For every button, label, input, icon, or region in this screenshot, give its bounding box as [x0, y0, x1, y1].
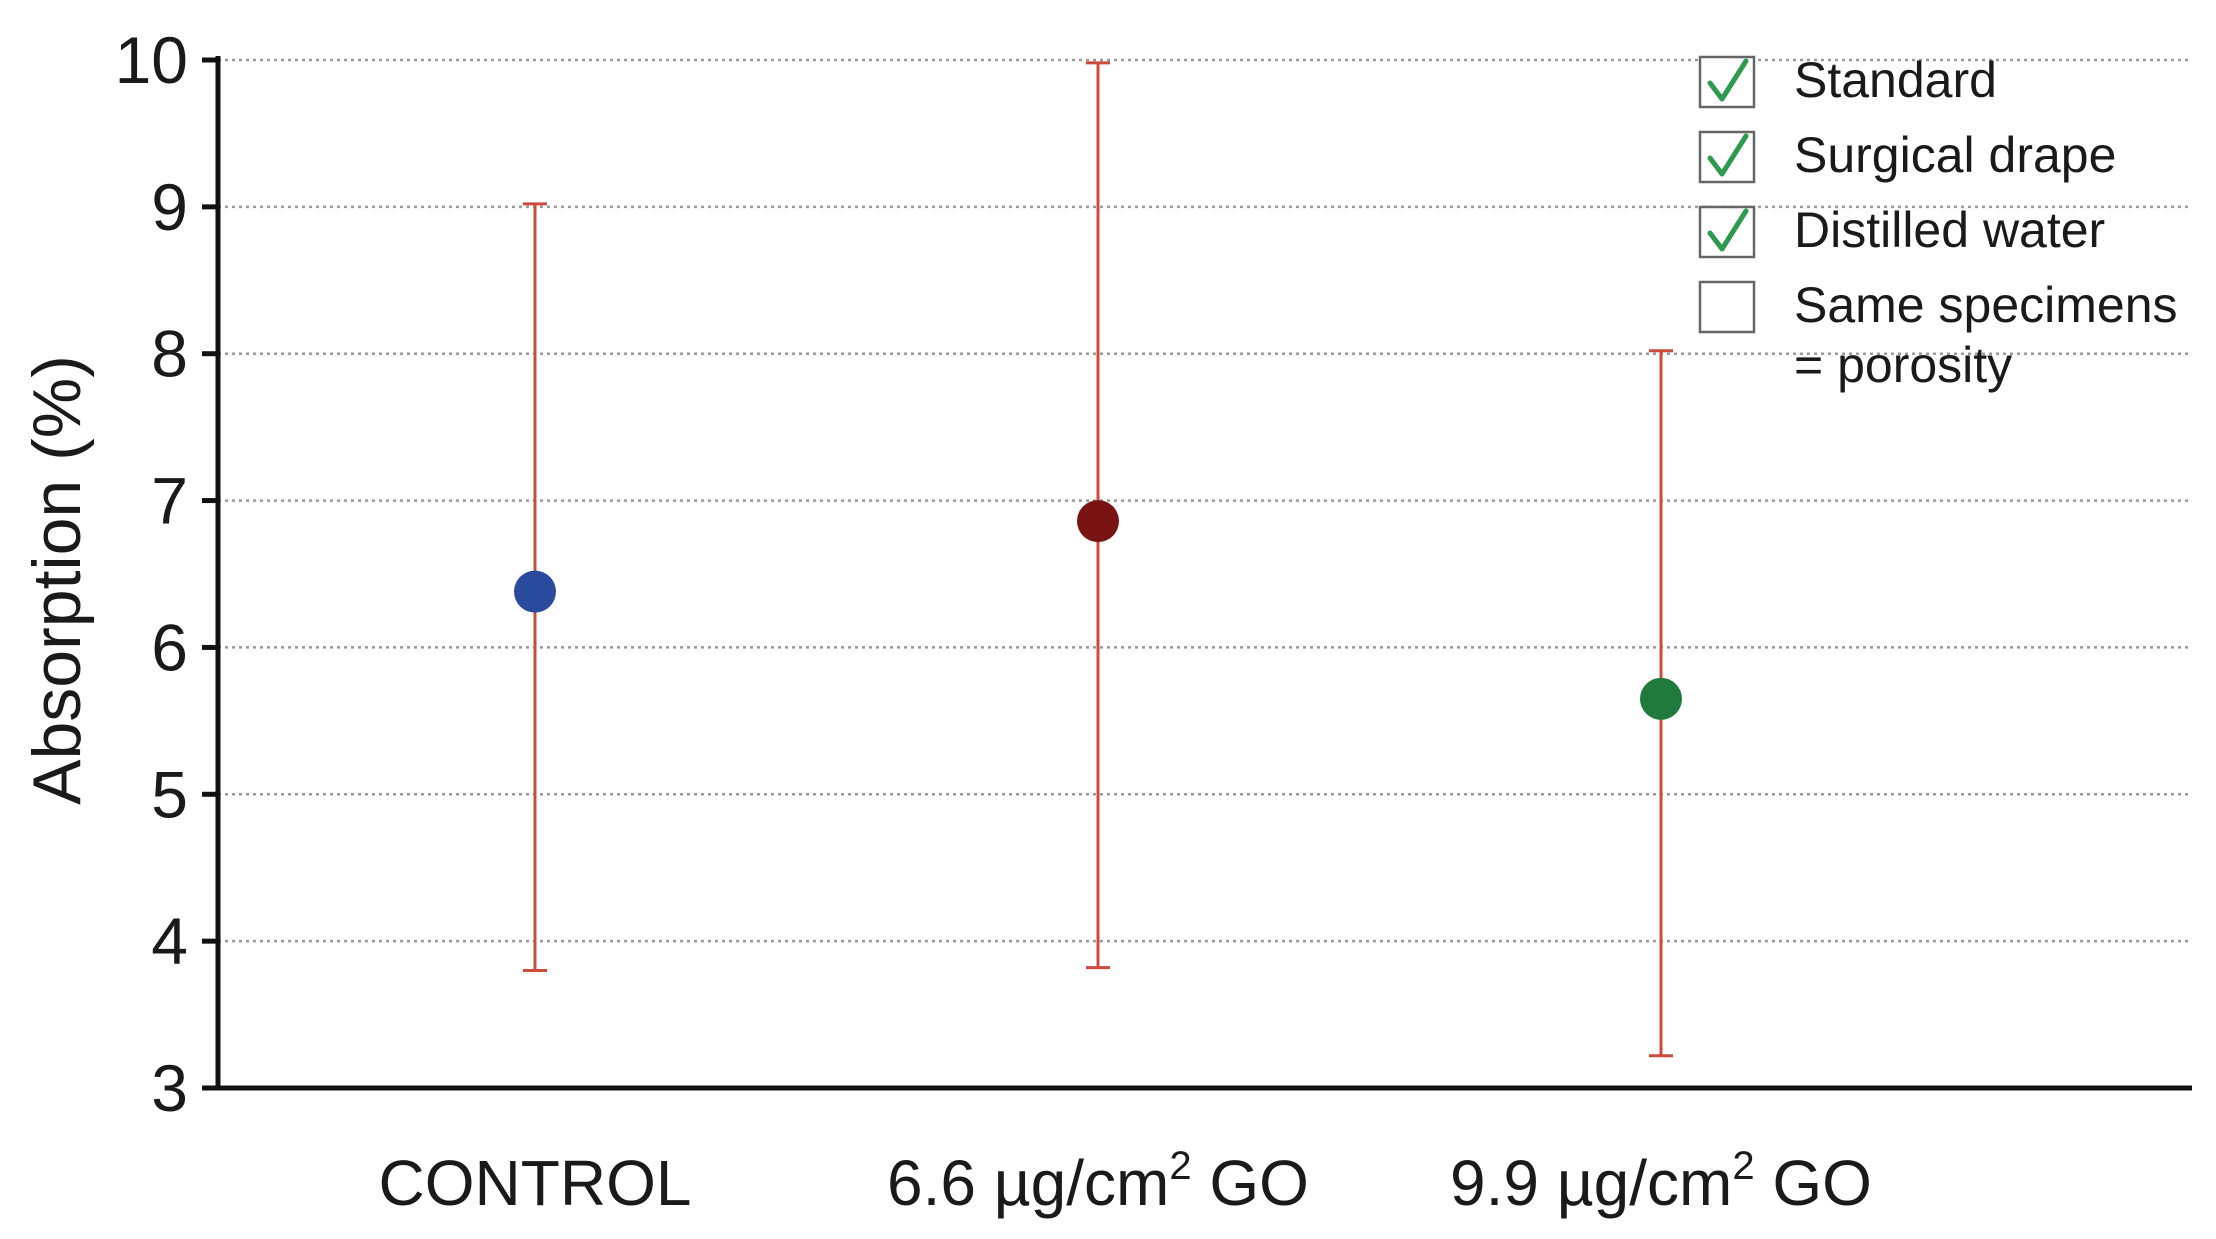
error-bars	[523, 61, 1673, 1058]
legend-item: Surgical drape	[1698, 127, 2116, 184]
y-axis-title: Absorption (%)	[19, 355, 95, 805]
x-category-label: CONTROL	[379, 1147, 692, 1219]
legend-label: Standard	[1794, 52, 1997, 108]
data-points	[514, 500, 1682, 720]
legend-item: Same specimens= porosity	[1698, 277, 2178, 393]
x-category-labels: CONTROL 6.6 µg/cm2 GO 9.9 µg/cm2 GO	[379, 1144, 1872, 1219]
category-text: 9.9 µg/cm	[1450, 1147, 1732, 1219]
y-tick-label: 4	[151, 904, 188, 978]
category-text: 6.6 µg/cm	[887, 1147, 1169, 1219]
y-tick-labels: 3 4 5 6 7 8 9 10	[115, 23, 188, 1125]
category-suffix: GO	[1192, 1147, 1309, 1219]
category-superscript: 2	[1732, 1144, 1754, 1188]
x-category-label: 6.6 µg/cm2 GO	[887, 1144, 1309, 1219]
y-tick-label: 7	[151, 464, 188, 538]
y-tick-label: 8	[151, 317, 188, 391]
category-suffix: GO	[1755, 1147, 1872, 1219]
axes	[202, 56, 2192, 1091]
checkmark-icon	[1707, 133, 1749, 177]
checkmark-icon	[1707, 208, 1749, 252]
checkmark-icon	[1707, 58, 1749, 102]
grid-lines	[218, 58, 2192, 943]
legend-label: Surgical drape	[1794, 127, 2116, 183]
y-tick-label: 5	[151, 757, 188, 831]
category-text: CONTROL	[379, 1147, 692, 1219]
y-tick-label: 10	[115, 23, 188, 97]
mean-point	[1640, 677, 1682, 720]
legend-checkbox	[1698, 280, 1756, 334]
legend-item: Distilled water	[1698, 202, 2105, 259]
legend-label: Distilled water	[1794, 202, 2105, 258]
y-tick-label: 9	[151, 170, 188, 244]
y-tick-label: 3	[151, 1051, 188, 1125]
mean-point	[1077, 500, 1119, 543]
category-superscript: 2	[1169, 1144, 1191, 1188]
x-category-label: 9.9 µg/cm2 GO	[1450, 1144, 1872, 1219]
legend-label-line2: = porosity	[1794, 337, 2012, 393]
legend-item: Standard	[1698, 52, 1997, 109]
mean-point	[514, 570, 556, 613]
y-tick-label: 6	[151, 610, 188, 684]
legend-label: Same specimens	[1794, 277, 2178, 333]
legend: Standard Surgical drape Distilled water Sam…	[1698, 52, 2178, 393]
